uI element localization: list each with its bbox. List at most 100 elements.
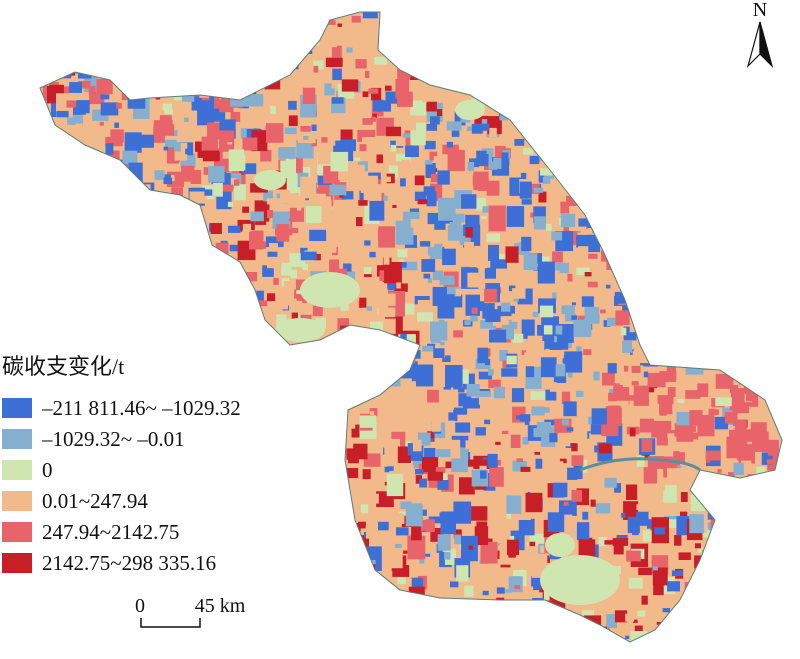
patch	[223, 571, 231, 579]
patch	[40, 234, 41, 238]
patch	[433, 14, 438, 18]
patch	[237, 516, 249, 533]
patch	[359, 144, 367, 152]
patch	[160, 618, 172, 634]
patch	[532, 123, 537, 126]
patch	[111, 613, 126, 624]
patch	[767, 483, 778, 498]
patch	[397, 249, 408, 258]
patch	[392, 343, 406, 360]
patch	[628, 184, 642, 196]
patch	[677, 173, 690, 181]
patch	[598, 443, 612, 454]
patch	[304, 361, 317, 377]
patch	[773, 259, 782, 279]
patch	[188, 287, 200, 304]
patch	[391, 598, 396, 601]
patch	[676, 412, 692, 430]
patch	[656, 430, 668, 446]
patch	[757, 537, 767, 547]
patch	[40, 265, 55, 288]
patch	[41, 256, 48, 261]
patch	[383, 195, 388, 201]
patch	[359, 190, 367, 201]
legend-swatch	[2, 522, 32, 542]
patch	[181, 325, 194, 337]
patch	[680, 145, 691, 157]
patch	[243, 27, 258, 46]
patch	[278, 147, 296, 159]
patch	[702, 514, 708, 521]
patch	[284, 127, 297, 135]
patch	[219, 369, 237, 387]
patch	[723, 230, 730, 235]
patch	[379, 408, 387, 414]
patch	[51, 591, 58, 598]
patch	[472, 82, 486, 90]
patch	[289, 28, 308, 46]
patch	[196, 46, 210, 57]
patch	[559, 640, 571, 642]
patch	[709, 312, 718, 318]
patch	[265, 236, 284, 248]
patch	[175, 243, 190, 251]
patch	[625, 233, 643, 247]
patch	[302, 263, 308, 271]
patch	[502, 78, 517, 92]
patch	[310, 462, 316, 467]
patch	[539, 305, 554, 318]
patch	[365, 525, 376, 532]
patch	[471, 506, 488, 521]
patch	[657, 146, 665, 158]
patch	[488, 368, 494, 376]
patch	[288, 51, 300, 63]
patch	[440, 473, 448, 483]
patch	[776, 164, 782, 177]
patch	[210, 12, 222, 13]
patch	[708, 213, 720, 223]
patch	[568, 82, 578, 91]
patch	[571, 489, 583, 502]
patch	[738, 14, 754, 34]
patch	[425, 163, 436, 178]
patch	[746, 349, 755, 362]
patch	[148, 239, 162, 249]
patch	[206, 58, 212, 63]
patch	[249, 523, 264, 532]
patch	[443, 286, 461, 297]
patch	[220, 96, 226, 101]
patch	[562, 159, 568, 165]
patch	[358, 74, 364, 80]
patch	[512, 288, 526, 299]
patch	[766, 103, 782, 115]
patch	[402, 441, 411, 450]
patch	[534, 451, 541, 455]
patch	[220, 470, 232, 482]
patch	[780, 157, 782, 172]
patch	[383, 362, 401, 387]
patch	[458, 62, 474, 79]
patch	[338, 330, 353, 350]
north-arrow: N	[746, 0, 774, 69]
patch	[728, 472, 735, 478]
patch	[288, 218, 294, 221]
patch	[133, 76, 144, 91]
patch	[685, 340, 697, 349]
patch	[409, 465, 414, 470]
patch	[673, 78, 690, 103]
patch	[733, 536, 739, 540]
patch	[152, 475, 159, 483]
patch	[686, 32, 704, 44]
patch	[758, 539, 772, 555]
patch	[83, 283, 89, 291]
patch	[767, 540, 782, 551]
patch	[725, 12, 735, 18]
patch	[433, 348, 445, 358]
patch	[165, 139, 177, 147]
patch	[215, 84, 220, 91]
patch	[239, 566, 248, 573]
patch	[59, 642, 65, 646]
patch	[681, 239, 698, 262]
patch	[533, 580, 542, 591]
patch	[75, 123, 83, 130]
